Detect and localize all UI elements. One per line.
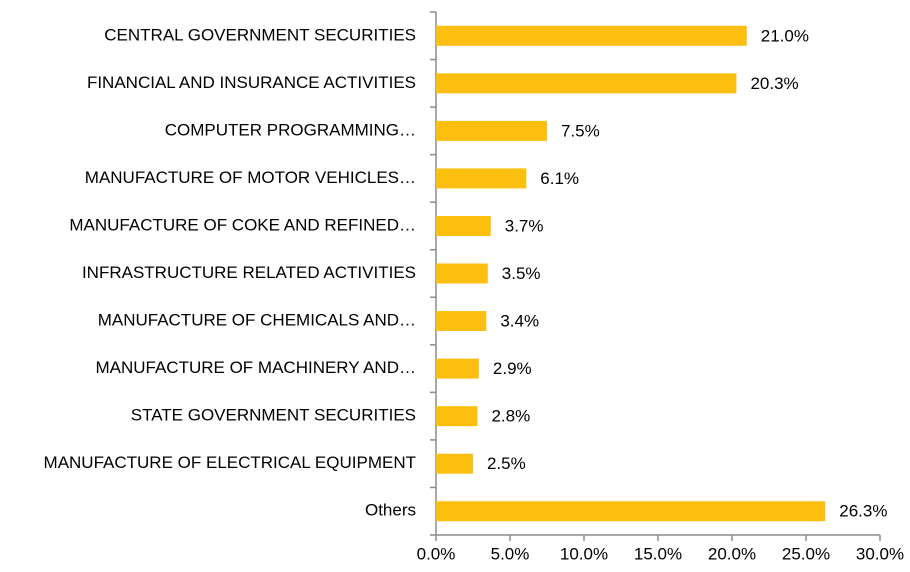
bar <box>436 120 547 141</box>
bar <box>436 311 487 332</box>
bar <box>436 25 747 46</box>
value-label: 2.8% <box>491 407 530 426</box>
bar <box>436 263 488 284</box>
bar <box>436 215 491 236</box>
y-tick-label: INFRASTRUCTURE RELATED ACTIVITIES <box>82 263 416 282</box>
bar <box>436 73 737 94</box>
value-label: 3.5% <box>502 264 541 283</box>
value-label: 6.1% <box>540 169 579 188</box>
value-label: 21.0% <box>761 26 809 45</box>
y-tick-label: MANUFACTURE OF COKE AND REFINED… <box>69 215 416 234</box>
bar <box>436 168 527 189</box>
bar <box>436 453 473 474</box>
x-tick-label: 0.0% <box>417 544 456 563</box>
y-tick-label: MANUFACTURE OF CHEMICALS AND… <box>98 311 416 330</box>
value-label: 3.4% <box>500 312 539 331</box>
y-tick-label: MANUFACTURE OF MOTOR VEHICLES… <box>85 168 416 187</box>
value-label: 3.7% <box>505 216 544 235</box>
value-label: 26.3% <box>839 502 887 521</box>
y-tick-label: MANUFACTURE OF ELECTRICAL EQUIPMENT <box>44 453 416 472</box>
x-tick-label: 30.0% <box>856 544 904 563</box>
value-label: 2.5% <box>487 454 526 473</box>
x-tick-label: 5.0% <box>491 544 530 563</box>
value-label: 2.9% <box>493 359 532 378</box>
x-tick-label: 25.0% <box>782 544 830 563</box>
bar <box>436 358 479 379</box>
y-tick-label: STATE GOVERNMENT SECURITIES <box>131 406 416 425</box>
y-tick-label: COMPUTER PROGRAMMING… <box>165 120 416 139</box>
y-tick-label: MANUFACTURE OF MACHINERY AND… <box>95 358 416 377</box>
y-tick-label: CENTRAL GOVERNMENT SECURITIES <box>104 25 416 44</box>
value-label: 7.5% <box>561 121 600 140</box>
bar <box>436 501 826 522</box>
x-tick-label: 20.0% <box>708 544 756 563</box>
x-tick-label: 15.0% <box>634 544 682 563</box>
y-tick-label: Others <box>365 501 416 520</box>
value-label: 20.3% <box>750 74 798 93</box>
y-tick-label: FINANCIAL AND INSURANCE ACTIVITIES <box>87 73 416 92</box>
x-tick-label: 10.0% <box>560 544 608 563</box>
bar <box>436 406 478 427</box>
